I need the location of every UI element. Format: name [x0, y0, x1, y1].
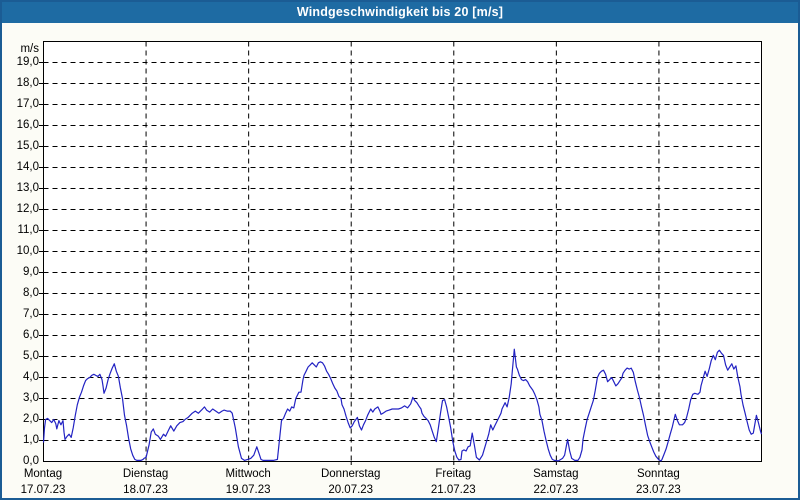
x-tick-date: 21.07.23: [430, 484, 476, 496]
y-tick-label: 8,0: [23, 287, 39, 299]
y-tick-label: 13,0: [16, 182, 39, 194]
y-tick-label: 7,0: [23, 308, 39, 320]
x-tick-day-name: Freitag: [435, 468, 472, 480]
y-tick-label: 2,0: [23, 413, 39, 425]
y-tick-label: 11,0: [17, 224, 39, 236]
y-tick-label: 17,0: [16, 98, 39, 110]
x-tick-day-name: Sonntag: [636, 468, 680, 480]
x-tick-label: Dienstag 18.07.23: [91, 468, 201, 497]
y-tick-label: 9,0: [23, 266, 39, 278]
y-tick-label: 1,0: [23, 434, 39, 446]
x-tick-date: 20.07.23: [328, 484, 374, 496]
chart-title: Windgeschwindigkeit bis 20 [m/s]: [296, 5, 504, 19]
x-tick-label: Freitag 21.07.23: [398, 468, 508, 497]
plot-border: [43, 41, 762, 462]
x-tick-label: Sonntag 23.07.23: [603, 468, 713, 497]
y-tick-label: 18,0: [16, 77, 39, 89]
y-tick-label: 16,0: [16, 119, 39, 131]
y-tick-label: 6,0: [23, 329, 39, 341]
plot-svg: [39, 41, 763, 465]
x-tick-date: 18.07.23: [123, 484, 168, 496]
y-tick-label: 15,0: [16, 140, 39, 152]
y-tick-label: 10,0: [16, 245, 39, 257]
x-tick-day-name: Donnerstag: [320, 468, 381, 480]
y-tick-label: 3,0: [23, 392, 39, 404]
y-axis-unit-label: m/s: [20, 43, 39, 55]
x-tick-day-name: Montag: [23, 468, 63, 480]
y-tick-label: 4,0: [23, 371, 39, 383]
x-tick-date: 22.07.23: [533, 484, 579, 496]
x-tick-day-name: Dienstag: [122, 468, 169, 480]
x-tick-date: 23.07.23: [636, 484, 681, 496]
chart-canvas: m/s 19,0 18,0 17,0 16,0 15,0 14,0 13,0 12,0 11,0…: [2, 23, 798, 498]
y-tick-label: 5,0: [23, 350, 39, 362]
x-tick-label: Mittwoch 19.07.23: [193, 468, 303, 497]
y-tick-label: 0,0: [23, 455, 39, 467]
x-tick-date: 17.07.23: [20, 484, 66, 496]
x-tick-date: 19.07.23: [225, 484, 271, 496]
x-tick-label: Montag 17.07.23: [2, 468, 98, 497]
x-tick-day-name: Samstag: [533, 468, 579, 480]
x-tick-label: Donnerstag 20.07.23: [296, 468, 406, 497]
x-tick-day-name: Mittwoch: [225, 468, 271, 480]
y-tick-label: 19,0: [16, 56, 39, 68]
x-tick-label: Samstag 22.07.23: [501, 468, 611, 497]
wind-speed-line: [42, 348, 763, 462]
y-tick-label: 14,0: [16, 161, 39, 173]
y-tick-label: 12,0: [16, 203, 39, 215]
title-bar: Windgeschwindigkeit bis 20 [m/s]: [2, 2, 798, 23]
